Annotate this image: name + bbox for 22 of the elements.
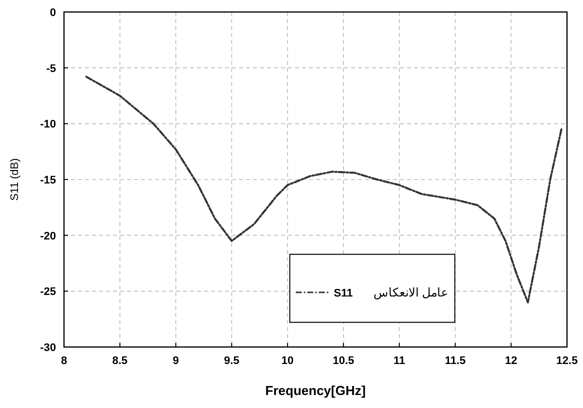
y-tick-label: 0 [50,7,56,19]
line-series [85,76,562,304]
x-tick-label: 8 [60,355,68,367]
y-tick-label: -5 [46,62,56,75]
x-axis-title: Frequency[GHz] [265,383,366,398]
x-tick-label: 9 [172,355,179,367]
y-tick-label: -25 [40,286,56,298]
y-tick-label: -20 [40,230,56,242]
x-tick-label: 8.5 [112,355,128,367]
y-tick-label: -10 [40,118,56,131]
legend-title: عامل الانعكاس [373,285,448,300]
x-tick-label: 10 [281,355,294,367]
x-tick-label: 9.5 [224,355,240,367]
legend-label: S11 [334,287,353,300]
x-tick-label: 12.5 [556,355,578,367]
x-tick-label: 11.5 [444,355,466,367]
x-tick-label: 11 [394,355,406,367]
x-tick-label: 10.5 [332,355,354,367]
y-tick-label: -30 [40,342,56,354]
x-tick-label: 12 [504,355,518,367]
y-axis-title: S11 (dB) [9,158,21,201]
y-tick-label: -15 [40,174,56,186]
